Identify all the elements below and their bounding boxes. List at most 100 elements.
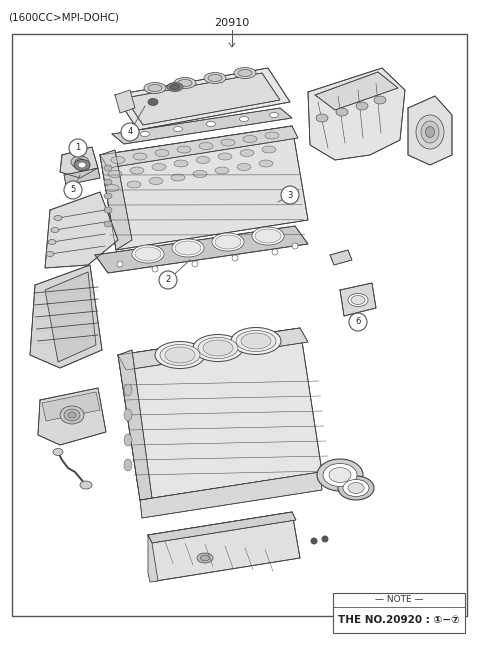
Polygon shape bbox=[60, 147, 98, 178]
Ellipse shape bbox=[167, 83, 183, 92]
Ellipse shape bbox=[343, 479, 369, 496]
Ellipse shape bbox=[171, 174, 185, 181]
Ellipse shape bbox=[48, 240, 56, 244]
Ellipse shape bbox=[174, 77, 196, 88]
Ellipse shape bbox=[53, 449, 63, 455]
Ellipse shape bbox=[130, 167, 144, 174]
Ellipse shape bbox=[199, 143, 213, 149]
Polygon shape bbox=[45, 272, 96, 362]
Ellipse shape bbox=[54, 215, 62, 221]
Ellipse shape bbox=[208, 75, 222, 81]
Ellipse shape bbox=[105, 185, 119, 191]
Ellipse shape bbox=[124, 409, 132, 421]
Polygon shape bbox=[330, 250, 352, 265]
Ellipse shape bbox=[203, 340, 233, 356]
Circle shape bbox=[281, 186, 299, 204]
Ellipse shape bbox=[148, 98, 158, 105]
Circle shape bbox=[152, 266, 158, 272]
Ellipse shape bbox=[155, 341, 205, 369]
Ellipse shape bbox=[212, 233, 244, 251]
Polygon shape bbox=[64, 168, 100, 185]
Ellipse shape bbox=[111, 157, 125, 164]
Ellipse shape bbox=[425, 126, 434, 138]
Ellipse shape bbox=[104, 221, 112, 227]
Text: 6: 6 bbox=[355, 318, 360, 326]
Ellipse shape bbox=[317, 459, 363, 491]
Circle shape bbox=[117, 261, 123, 267]
Ellipse shape bbox=[170, 84, 180, 90]
Polygon shape bbox=[30, 265, 102, 368]
Ellipse shape bbox=[124, 384, 132, 396]
Polygon shape bbox=[340, 283, 376, 316]
Polygon shape bbox=[148, 512, 300, 581]
Ellipse shape bbox=[135, 247, 161, 261]
Ellipse shape bbox=[74, 160, 90, 170]
Text: THE NO.20920 : ①−⑦: THE NO.20920 : ①−⑦ bbox=[338, 615, 460, 625]
Ellipse shape bbox=[193, 170, 207, 178]
Ellipse shape bbox=[78, 162, 86, 168]
Ellipse shape bbox=[152, 164, 166, 170]
Ellipse shape bbox=[68, 412, 76, 418]
Ellipse shape bbox=[348, 483, 364, 493]
Ellipse shape bbox=[198, 337, 238, 358]
Ellipse shape bbox=[60, 406, 84, 424]
Ellipse shape bbox=[71, 156, 89, 168]
Ellipse shape bbox=[80, 481, 92, 489]
Ellipse shape bbox=[175, 241, 201, 255]
Ellipse shape bbox=[215, 235, 241, 249]
Ellipse shape bbox=[374, 96, 386, 104]
Text: (1600CC>MPI-DOHC): (1600CC>MPI-DOHC) bbox=[8, 12, 119, 22]
Ellipse shape bbox=[316, 114, 328, 122]
Ellipse shape bbox=[173, 126, 182, 132]
Ellipse shape bbox=[141, 132, 149, 136]
Circle shape bbox=[69, 139, 87, 157]
Polygon shape bbox=[408, 96, 452, 165]
Ellipse shape bbox=[221, 139, 235, 146]
Ellipse shape bbox=[206, 121, 216, 126]
Polygon shape bbox=[45, 192, 118, 268]
Circle shape bbox=[292, 243, 298, 249]
Polygon shape bbox=[118, 350, 152, 500]
Ellipse shape bbox=[133, 153, 147, 160]
Ellipse shape bbox=[243, 136, 257, 143]
Ellipse shape bbox=[259, 160, 273, 167]
Circle shape bbox=[349, 313, 367, 331]
Polygon shape bbox=[38, 388, 106, 445]
Text: 5: 5 bbox=[71, 185, 76, 195]
Ellipse shape bbox=[269, 113, 278, 117]
Ellipse shape bbox=[104, 165, 112, 171]
Polygon shape bbox=[315, 72, 398, 110]
Ellipse shape bbox=[201, 555, 209, 561]
Ellipse shape bbox=[51, 227, 59, 233]
Ellipse shape bbox=[165, 347, 195, 363]
Ellipse shape bbox=[124, 459, 132, 471]
Polygon shape bbox=[140, 472, 322, 518]
Text: — NOTE —: — NOTE — bbox=[375, 595, 423, 605]
Circle shape bbox=[322, 536, 328, 542]
Ellipse shape bbox=[356, 102, 368, 110]
Ellipse shape bbox=[265, 132, 279, 139]
Ellipse shape bbox=[238, 69, 252, 77]
Polygon shape bbox=[115, 90, 135, 113]
Polygon shape bbox=[118, 328, 322, 500]
Ellipse shape bbox=[197, 553, 213, 563]
Text: 3: 3 bbox=[288, 191, 293, 200]
Ellipse shape bbox=[148, 84, 162, 92]
Ellipse shape bbox=[149, 178, 163, 185]
Ellipse shape bbox=[218, 153, 232, 160]
Text: 1: 1 bbox=[75, 143, 81, 153]
Ellipse shape bbox=[104, 179, 112, 185]
Ellipse shape bbox=[104, 207, 112, 213]
Ellipse shape bbox=[177, 146, 191, 153]
Circle shape bbox=[272, 249, 278, 255]
Ellipse shape bbox=[108, 170, 122, 178]
Polygon shape bbox=[118, 328, 308, 370]
Ellipse shape bbox=[421, 121, 439, 143]
Bar bbox=[12, 34, 467, 616]
Ellipse shape bbox=[262, 146, 276, 153]
Circle shape bbox=[192, 261, 198, 267]
Polygon shape bbox=[100, 150, 132, 250]
Ellipse shape bbox=[46, 252, 54, 257]
Ellipse shape bbox=[240, 149, 254, 157]
Ellipse shape bbox=[124, 434, 132, 446]
